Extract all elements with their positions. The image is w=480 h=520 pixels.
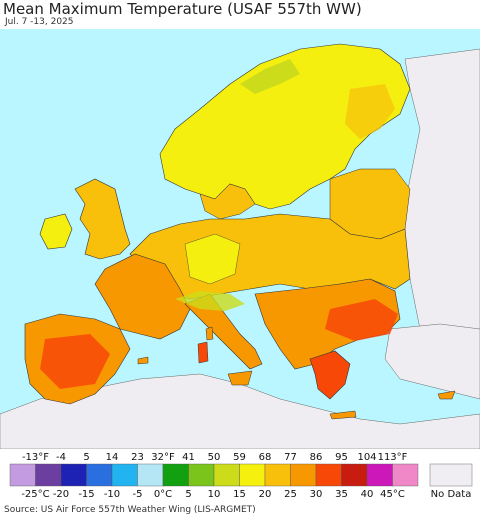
fahrenheit-tick-label: 5	[83, 452, 89, 463]
fahrenheit-tick-label: 50	[208, 452, 221, 463]
celsius-tick-label: 25	[284, 489, 297, 500]
celsius-tick-label: -10	[104, 489, 120, 500]
great-britain	[74, 178, 131, 260]
temperature-map	[0, 29, 480, 449]
celsius-tick-label: 40	[361, 489, 374, 500]
germany-cool	[184, 233, 241, 285]
fahrenheit-tick-label: 104	[357, 452, 376, 463]
temperature-legend: -13°F -4 5 14 23 32°F 41 50 59 68 77 86 95 104 113°F -…	[9, 452, 473, 500]
greece	[309, 350, 351, 400]
legend-swatch	[213, 463, 240, 487]
celsius-tick-label: 10	[208, 489, 221, 500]
celsius-tick-label: -20	[53, 489, 69, 500]
cyprus	[437, 390, 456, 400]
celsius-tick-label: 35	[335, 489, 348, 500]
celsius-tick-label: 0°C	[154, 489, 172, 500]
celsius-tick-label: 20	[259, 489, 272, 500]
no-data-label: No Data	[431, 489, 472, 500]
fahrenheit-tick-label: 77	[284, 452, 297, 463]
map-title: Mean Maximum Temperature (USAF 557th WW)	[3, 0, 362, 18]
legend-swatch	[290, 463, 317, 487]
sicily	[227, 370, 253, 386]
celsius-tick-label: 15	[233, 489, 246, 500]
mallorca	[137, 356, 149, 365]
fahrenheit-tick-label: 14	[106, 452, 119, 463]
legend-swatch	[9, 463, 36, 487]
fahrenheit-tick-label: 32°F	[151, 452, 175, 463]
fahrenheit-labels: -13°F -4 5 14 23 32°F 41 50 59 68 77 86 95 104 113°F	[22, 452, 408, 463]
legend-swatch	[162, 463, 189, 487]
finland-warm	[345, 84, 395, 139]
fahrenheit-tick-label: 95	[335, 452, 348, 463]
celsius-tick-label: 5	[185, 489, 191, 500]
legend-swatch	[315, 463, 342, 487]
fahrenheit-tick-label: -13°F	[22, 452, 49, 463]
legend-swatch	[239, 463, 266, 487]
legend-swatch	[86, 463, 113, 487]
ireland	[39, 213, 73, 250]
legend-swatch	[137, 463, 164, 487]
norway-coast-cool	[240, 59, 300, 94]
legend-swatch	[392, 463, 419, 487]
france	[94, 253, 191, 340]
legend-swatch	[35, 463, 62, 487]
legend-swatch	[264, 463, 291, 487]
nondata-land-turkey	[384, 323, 480, 400]
celsius-tick-label: -5	[133, 489, 143, 500]
legend-swatch	[188, 463, 215, 487]
balkans-hot	[325, 299, 398, 341]
legend-swatch	[341, 463, 368, 487]
no-data-swatch	[429, 463, 473, 487]
celsius-tick-label: 45°C	[380, 489, 405, 500]
crete	[329, 410, 357, 420]
fahrenheit-tick-label: -4	[56, 452, 66, 463]
date-range: Jul. 7 -13, 2025	[5, 17, 74, 27]
fahrenheit-tick-label: 113°F	[378, 452, 408, 463]
celsius-tick-label: -15	[78, 489, 94, 500]
fahrenheit-tick-label: 23	[131, 452, 144, 463]
fahrenheit-tick-label: 68	[259, 452, 272, 463]
celsius-labels: -25°C -20 -15 -10 -5 0°C 5 10 15 20 25 30 35 40 45°C	[21, 489, 405, 500]
fahrenheit-tick-label: 59	[233, 452, 246, 463]
celsius-tick-label: -25°C	[21, 489, 49, 500]
legend-swatch	[60, 463, 87, 487]
scandinavia-south	[199, 183, 256, 220]
alps	[175, 291, 245, 311]
legend-swatch	[366, 463, 393, 487]
sardinia	[197, 341, 209, 364]
corsica	[205, 326, 214, 341]
legend-swatches	[9, 463, 419, 487]
celsius-tick-label: 30	[310, 489, 323, 500]
fahrenheit-tick-label: 41	[182, 452, 195, 463]
source-credit: Source: US Air Force 557th Weather Wing …	[4, 505, 256, 515]
iberia-hot	[40, 334, 110, 389]
fahrenheit-tick-label: 86	[310, 452, 323, 463]
legend-swatch	[111, 463, 138, 487]
